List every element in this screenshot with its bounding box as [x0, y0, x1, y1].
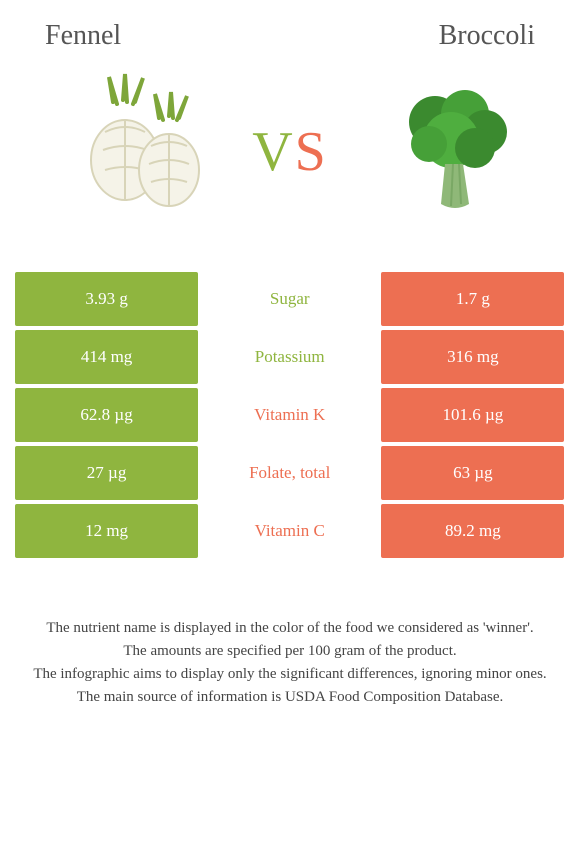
cell-right-value: 1.7 g	[381, 272, 564, 326]
header-row: Fennel Broccoli	[15, 20, 565, 62]
broccoli-icon	[385, 82, 525, 222]
cell-nutrient-label: Sugar	[198, 272, 381, 326]
footnotes: The nutrient name is displayed in the co…	[15, 618, 565, 708]
vs-row: VS	[15, 62, 565, 262]
cell-left-value: 12 mg	[15, 504, 198, 558]
table-row: 62.8 µgVitamin K101.6 µg	[15, 388, 565, 442]
footnote-line: The amounts are specified per 100 gram o…	[25, 641, 555, 662]
footnote-line: The infographic aims to display only the…	[25, 664, 555, 685]
fennel-image	[45, 72, 205, 232]
cell-left-value: 27 µg	[15, 446, 198, 500]
table-row: 414 mgPotassium316 mg	[15, 330, 565, 384]
cell-nutrient-label: Folate, total	[198, 446, 381, 500]
footnote-line: The main source of information is USDA F…	[25, 687, 555, 708]
cell-nutrient-label: Potassium	[198, 330, 381, 384]
footnote-line: The nutrient name is displayed in the co…	[25, 618, 555, 639]
table-row: 27 µgFolate, total63 µg	[15, 446, 565, 500]
cell-nutrient-label: Vitamin K	[198, 388, 381, 442]
cell-left-value: 3.93 g	[15, 272, 198, 326]
food-title-left: Fennel	[45, 20, 121, 52]
vs-label: VS	[252, 120, 328, 184]
cell-right-value: 63 µg	[381, 446, 564, 500]
comparison-table: 3.93 gSugar1.7 g414 mgPotassium316 mg62.…	[15, 272, 565, 558]
cell-left-value: 62.8 µg	[15, 388, 198, 442]
vs-s: S	[295, 121, 328, 183]
fennel-icon	[45, 72, 205, 232]
food-title-right: Broccoli	[439, 20, 535, 52]
broccoli-image	[375, 72, 535, 232]
cell-left-value: 414 mg	[15, 330, 198, 384]
cell-right-value: 101.6 µg	[381, 388, 564, 442]
infographic-container: Fennel Broccoli VS	[0, 0, 580, 730]
table-row: 12 mgVitamin C89.2 mg	[15, 504, 565, 558]
vs-v: V	[252, 121, 294, 183]
cell-nutrient-label: Vitamin C	[198, 504, 381, 558]
table-row: 3.93 gSugar1.7 g	[15, 272, 565, 326]
cell-right-value: 316 mg	[381, 330, 564, 384]
cell-right-value: 89.2 mg	[381, 504, 564, 558]
